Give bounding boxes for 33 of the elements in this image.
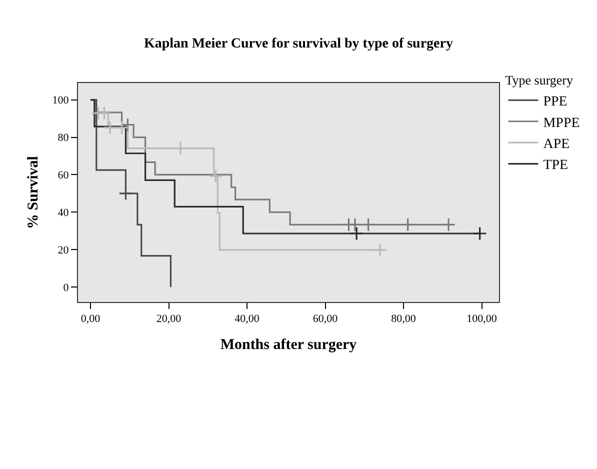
x-tick-label: 20,00 [156,313,182,326]
legend-label: APE [543,137,570,152]
legend-title: Type surgery [505,72,574,88]
x-tick-label: 80,00 [391,313,416,326]
point [348,218,362,232]
legend-label: MPPE [543,116,580,131]
legend-label: TPE [543,158,568,174]
point [114,120,129,135]
y-axis-title: % Survival [26,156,42,229]
point [97,106,112,120]
y-tick-label: 60 [58,170,70,182]
y-tick-label: 80 [58,132,70,144]
point [400,218,415,232]
point [118,186,133,201]
y-tick-label: 0 [63,282,70,294]
x-tick-label: 100,00 [466,313,498,326]
point [472,226,487,241]
x-tick-label: 60,00 [312,313,338,326]
point [102,120,118,135]
x-tick-label: 0,00 [80,313,101,326]
x-tick-label: 40,00 [234,313,260,326]
point [208,168,223,184]
chart-title: Kaplan Meier Curve for survival by type of surgery [144,36,454,52]
point [441,218,456,232]
y-tick-label: 100 [52,94,70,107]
point [372,242,388,258]
y-tick-label: 40 [58,207,70,219]
legend-label: PPE [543,94,568,110]
x-axis-title: Months after surgery [220,337,358,354]
point [349,226,364,241]
point [173,141,188,156]
point [361,218,376,232]
y-tick-label: 20 [58,244,70,256]
